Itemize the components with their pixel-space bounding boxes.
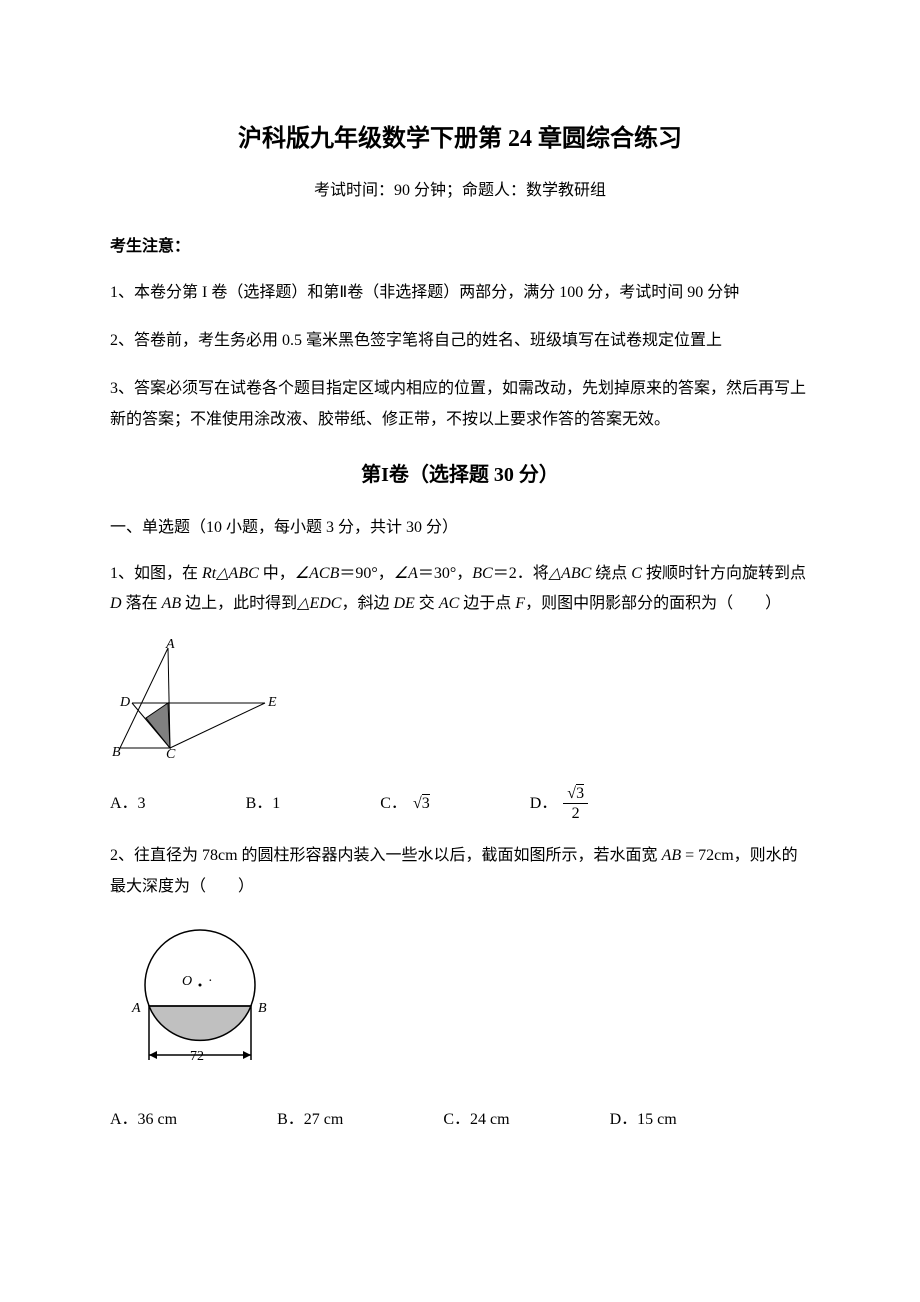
q1-ang-acb: ∠ACB (295, 565, 340, 582)
q1-d-prefix: D． (530, 791, 558, 817)
q1-tri-abc: △ABC (216, 565, 259, 582)
q1-option-b: B．1 (246, 791, 281, 817)
q1-eq90: ＝90°， (339, 565, 393, 582)
label-e: E (267, 695, 277, 710)
q1-ac: AC (439, 595, 459, 612)
label-o: O (182, 974, 192, 989)
label-c: C (166, 747, 176, 758)
q1-f: F (515, 595, 525, 612)
q1-text: 1、如图，在 (110, 565, 202, 582)
q2-option-c: C．24 cm (443, 1107, 509, 1133)
q1-rt: Rt (202, 565, 216, 582)
q1-de: DE (393, 595, 414, 612)
q1-c-prefix: C． (380, 791, 407, 817)
notice-1: 1、本卷分第 I 卷（选择题）和第Ⅱ卷（非选择题）两部分，满分 100 分，考试… (110, 278, 810, 308)
notice-header: 考生注意： (110, 234, 810, 260)
q1-ab: AB (162, 595, 182, 612)
part1-title: 第I卷（选择题 30 分） (110, 459, 810, 491)
q2-prefix: 2、往直径为 78cm 的圆柱形容器内装入一些水以后，截面如图所示，若水面宽 (110, 847, 662, 864)
label-a: A (165, 638, 175, 652)
q1-tri-edc: △EDC (297, 595, 341, 612)
q2-options: A．36 cm B．27 cm C．24 cm D．15 cm (110, 1107, 810, 1133)
q1-options: A．3 B．1 C． √3 D． √3 2 (110, 784, 810, 823)
label-b2: B (258, 1001, 267, 1016)
q2-option-a: A．36 cm (110, 1107, 177, 1133)
q1-mid1: 中， (259, 565, 295, 582)
q1-c-sqrt: √3 (413, 791, 430, 817)
q2-figure: O · A B 72 (110, 920, 810, 1089)
page-title: 沪科版九年级数学下册第 24 章圆综合练习 (110, 120, 810, 158)
q1-mid2: 绕点 (591, 565, 631, 582)
q2-option-b: B．27 cm (277, 1107, 343, 1133)
q1-option-d: D． √3 2 (530, 784, 588, 823)
q1-tri-abc2: △ABC (549, 565, 592, 582)
question-2: 2、往直径为 78cm 的圆柱形容器内装入一些水以后，截面如图所示，若水面宽 A… (110, 841, 810, 902)
label-d: D (119, 695, 130, 710)
q1-option-c: C． √3 (380, 791, 429, 817)
q1-mid8: 边于点 (459, 595, 515, 612)
q1-eq2: ＝2．将 (493, 565, 549, 582)
label-dot: · (208, 974, 213, 989)
q1-mid7: 交 (415, 595, 439, 612)
q1-mid5: 边上，此时得到 (181, 595, 297, 612)
q2-ab: AB (662, 847, 682, 864)
q1-figure: A B C D E (110, 638, 810, 767)
q1-bc: BC (472, 565, 492, 582)
q1-mid6: ，斜边 (341, 595, 393, 612)
page-subtitle: 考试时间：90 分钟；命题人：数学教研组 (110, 178, 810, 204)
q1-eq30: ＝30°， (418, 565, 472, 582)
label-a2: A (131, 1001, 141, 1016)
q1-d-frac: √3 2 (563, 784, 588, 823)
q1-d-num: √3 (563, 784, 588, 804)
label-72: 72 (190, 1049, 204, 1064)
notice-2: 2、答卷前，考生务必用 0.5 毫米黑色签字笔将自己的姓名、班级填写在试卷规定位… (110, 326, 810, 356)
q1-d: D (110, 595, 122, 612)
q1-mid3: 按顺时针方向旋转到点 (642, 565, 806, 582)
q1-option-a: A．3 (110, 791, 146, 817)
label-b: B (112, 745, 121, 758)
q1-d-den: 2 (563, 804, 588, 823)
mcq-header: 一、单选题（10 小题，每小题 3 分，共计 30 分） (110, 515, 810, 541)
q1-tail: ，则图中阴影部分的面积为（ ） (525, 595, 781, 612)
notice-3: 3、答案必须写在试卷各个题目指定区域内相应的位置，如需改动，先划掉原来的答案，然… (110, 374, 810, 435)
q1-mid4: 落在 (122, 595, 162, 612)
q1-ang-a: ∠A (394, 565, 418, 582)
q1-c: C (631, 565, 642, 582)
q2-option-d: D．15 cm (610, 1107, 677, 1133)
question-1: 1、如图，在 Rt△ABC 中，∠ACB＝90°，∠A＝30°，BC＝2．将△A… (110, 559, 810, 620)
